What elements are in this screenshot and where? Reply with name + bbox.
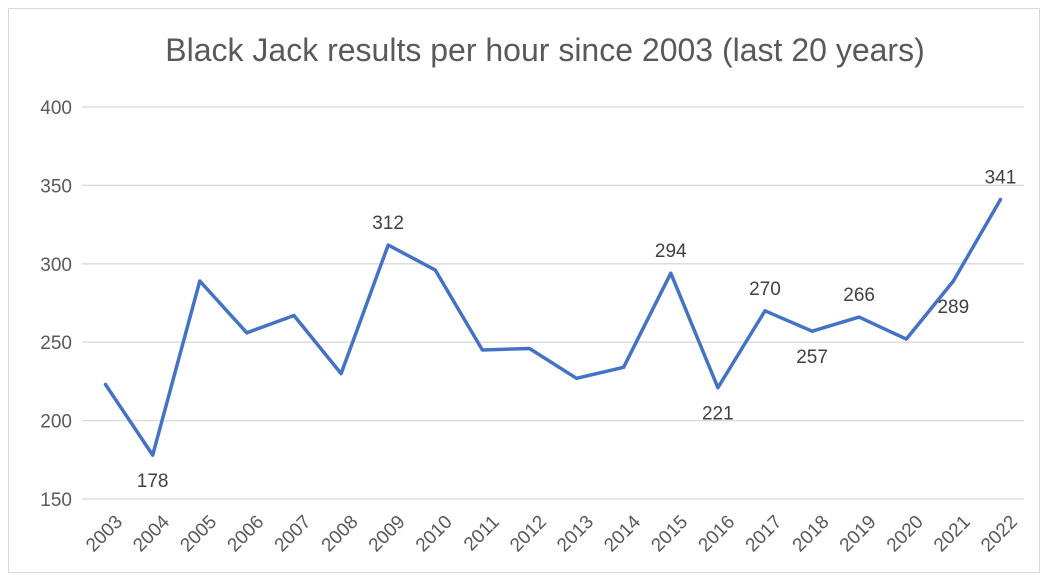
data-label: 312 [372, 213, 404, 234]
data-point [669, 271, 673, 275]
data-point [622, 365, 626, 369]
chart-title: Black Jack results per hour since 2003 (… [165, 32, 925, 68]
x-tick-label: 2022 [977, 512, 1022, 557]
x-tick-label: 2014 [600, 511, 645, 556]
x-tick-label: 2004 [129, 511, 174, 556]
x-tick-label: 2003 [82, 512, 127, 557]
x-tick-label: 2015 [647, 512, 692, 557]
x-tick-label: 2008 [318, 512, 363, 557]
data-point [716, 386, 720, 390]
data-label: 221 [702, 404, 734, 425]
x-tick-label: 2007 [271, 512, 316, 557]
x-tick-label: 2005 [176, 512, 221, 557]
data-label: 270 [749, 279, 781, 300]
y-tick-label: 400 [40, 98, 72, 119]
data-label: 341 [985, 168, 1017, 189]
data-label: 266 [843, 285, 875, 306]
x-tick-label: 2016 [695, 512, 740, 557]
data-point [198, 279, 202, 283]
x-tick-label: 2013 [553, 512, 598, 557]
x-tick-label: 2019 [836, 512, 881, 557]
x-tick-label: 2017 [742, 512, 787, 557]
x-tick-label: 2021 [930, 512, 975, 557]
y-tick-label: 250 [40, 333, 72, 354]
data-point [904, 337, 908, 341]
x-tick-label: 2010 [412, 512, 457, 557]
y-tick-label: 200 [40, 412, 72, 433]
data-label: 294 [655, 241, 687, 262]
data-point [245, 331, 249, 335]
x-tick-label: 2020 [883, 512, 928, 557]
x-tick-label: 2012 [506, 512, 551, 557]
data-point [857, 315, 861, 319]
data-label: 289 [937, 297, 969, 318]
x-tick-label: 2011 [460, 512, 504, 556]
data-point [951, 279, 955, 283]
data-point [575, 376, 579, 380]
data-point [104, 383, 108, 387]
data-point [339, 372, 343, 376]
data-point [998, 198, 1002, 202]
data-point [151, 453, 155, 457]
x-tick-label: 2009 [365, 512, 410, 557]
data-point [480, 348, 484, 352]
x-tick-label: 2018 [789, 512, 834, 557]
y-tick-label: 300 [40, 255, 72, 276]
y-tick-label: 350 [40, 176, 72, 197]
data-point [292, 314, 296, 318]
data-point [763, 309, 767, 313]
data-label: 178 [137, 471, 169, 492]
data-point [527, 346, 531, 350]
y-tick-label: 150 [40, 490, 72, 511]
series-line [103, 197, 1003, 457]
x-tick-label: 2006 [224, 512, 269, 557]
data-point [433, 268, 437, 272]
chart-frame [8, 8, 1040, 573]
data-point [810, 329, 814, 333]
data-point [386, 243, 390, 247]
data-label: 257 [796, 347, 828, 368]
